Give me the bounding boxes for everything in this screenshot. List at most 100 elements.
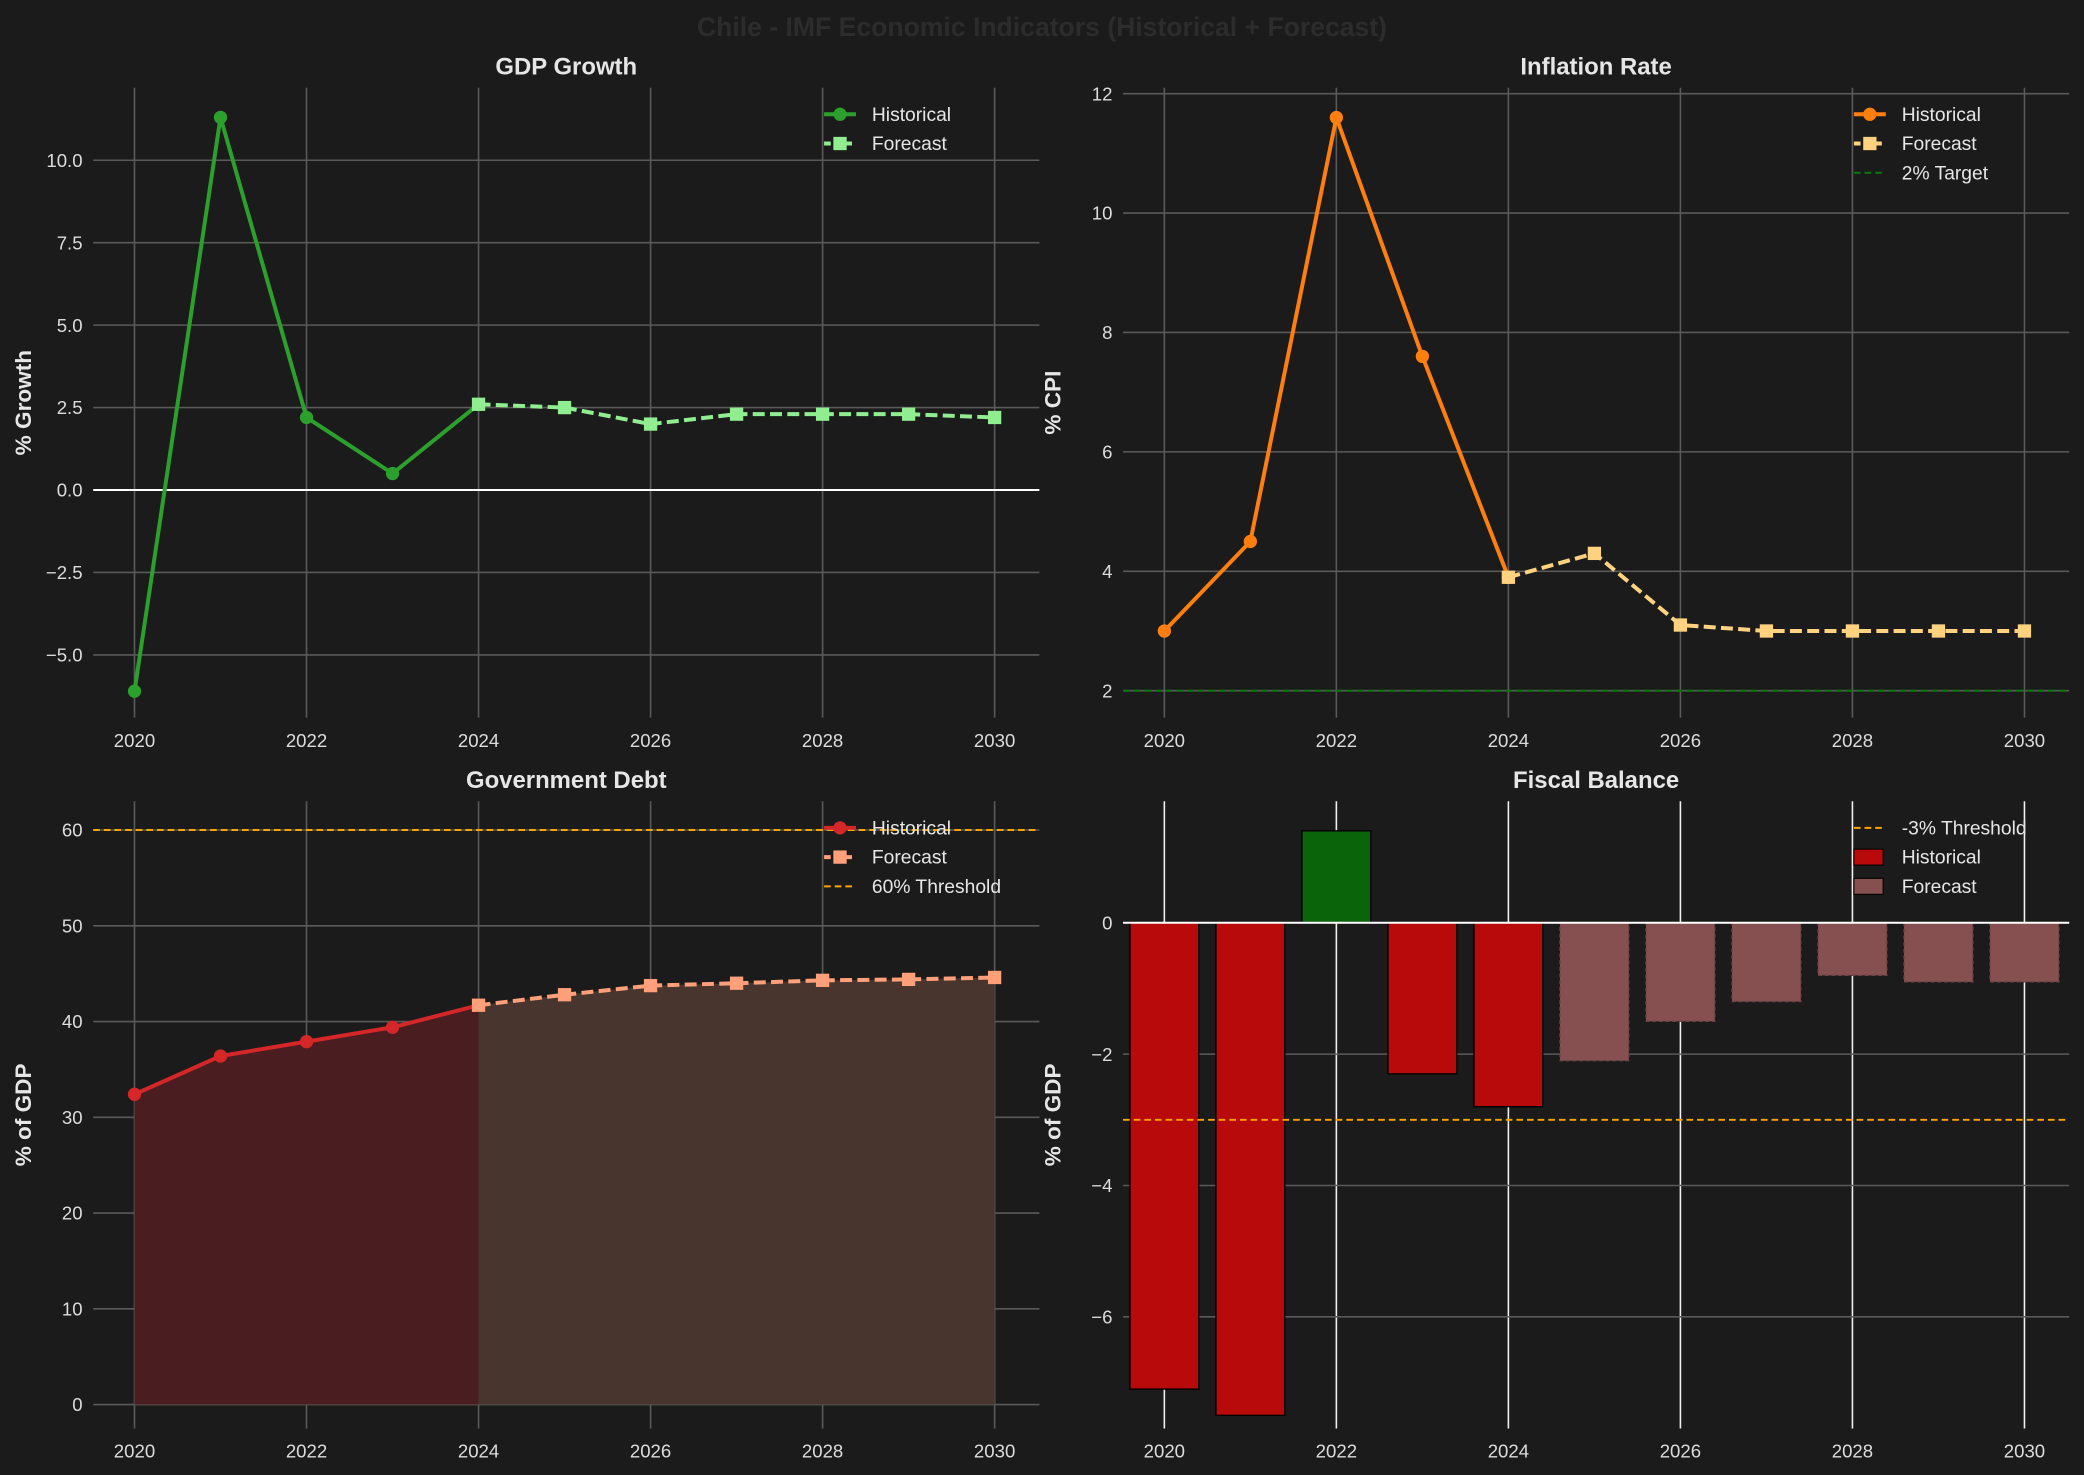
y-tick-label: 30 [62, 1107, 83, 1128]
legend-marker [833, 107, 847, 121]
legend-label: Historical [872, 819, 951, 840]
y-tick-label: 6 [1102, 442, 1112, 463]
data-point [1415, 349, 1430, 364]
bar [1215, 922, 1286, 1417]
x-tick-label: 2030 [2004, 1441, 2045, 1462]
data-point [2017, 624, 2032, 638]
y-tick-label: −2.5 [46, 562, 83, 583]
data-point [471, 998, 486, 1012]
legend-label: Forecast [1902, 134, 1978, 155]
data-point [385, 466, 400, 481]
legend-label: Historical [1902, 105, 1981, 126]
debt-ylabel: % of GDP [11, 1063, 36, 1166]
data-point [901, 972, 916, 987]
y-tick-label: 50 [62, 915, 83, 936]
area-fill [134, 1005, 479, 1405]
y-tick-label: 60 [62, 820, 83, 841]
x-tick-label: 2022 [286, 1441, 327, 1462]
bar [1559, 922, 1630, 1062]
x-tick-label: 2030 [2004, 730, 2045, 751]
data-point [815, 973, 830, 987]
data-point [1931, 624, 1946, 638]
legend-marker [1863, 136, 1877, 151]
area-fill [478, 977, 995, 1405]
data-point [987, 970, 1002, 985]
figure-title: Chile - IMF Economic Indicators (Histori… [697, 12, 1387, 42]
x-tick-label: 2026 [630, 1441, 671, 1462]
x-tick-label: 2020 [1144, 730, 1185, 751]
fiscal-title: Fiscal Balance [1513, 767, 1679, 794]
bar [1645, 922, 1716, 1022]
data-point [643, 417, 658, 431]
x-tick-label: 2028 [802, 1441, 843, 1462]
data-point [299, 410, 314, 425]
x-tick-label: 2026 [630, 730, 671, 751]
legend-label: Forecast [872, 848, 948, 869]
y-tick-label: 40 [62, 1011, 83, 1032]
y-tick-label: 0.0 [57, 480, 83, 501]
legend: Historical Forecast 60% Threshold [824, 819, 1001, 898]
y-tick-label: −2 [1091, 1044, 1112, 1065]
data-point [1329, 110, 1344, 125]
data-point [1501, 570, 1516, 584]
gdp-ylabel: % Growth [11, 350, 36, 455]
data-point [1587, 546, 1602, 561]
data-point [729, 976, 744, 990]
bar [1731, 922, 1802, 1003]
x-tick-label: 2028 [1832, 1441, 1873, 1462]
bar [1301, 830, 1372, 924]
series-line [1507, 551, 2025, 633]
legend-label: 60% Threshold [872, 877, 1001, 898]
data-point [901, 407, 916, 421]
y-tick-label: −6 [1091, 1306, 1112, 1327]
data-point [643, 978, 658, 993]
gdp-chart: GDP Growth % Growth 2020 2022 2024 2026 2028 20… [11, 53, 1040, 751]
legend-label: Forecast [1902, 877, 1978, 898]
inflation-title: Inflation Rate [1520, 53, 1671, 80]
x-tick-label: 2020 [114, 730, 155, 751]
x-tick-label: 2026 [1660, 1441, 1701, 1462]
x-tick-label: 2024 [458, 1441, 499, 1462]
bar [1817, 922, 1888, 976]
y-tick-label: −4 [1091, 1175, 1112, 1196]
data-point [471, 397, 486, 411]
legend-label: Forecast [872, 134, 948, 155]
y-tick-label: 5.0 [57, 315, 83, 336]
x-tick-label: 2024 [458, 730, 499, 751]
fiscal-chart: Fiscal Balance % of GDP 2020 2022 2024 2026 20… [1041, 767, 2070, 1462]
x-tick-label: 2024 [1488, 730, 1529, 751]
y-tick-label: 4 [1102, 561, 1112, 582]
y-tick-label: 2.5 [57, 397, 83, 418]
x-tick-label: 2028 [1832, 730, 1873, 751]
legend-label: -3% Threshold [1902, 819, 2027, 840]
x-tick-label: 2030 [974, 1441, 1015, 1462]
legend-label: Historical [872, 105, 951, 126]
legend-marker [833, 850, 847, 864]
y-tick-label: −5.0 [46, 645, 83, 666]
legend-label: 2% Target [1902, 163, 1989, 184]
legend-swatch [1853, 877, 1884, 895]
y-tick-label: 10.0 [46, 150, 82, 171]
y-tick-label: 2 [1102, 680, 1112, 701]
data-point [299, 1034, 314, 1049]
x-tick-label: 2026 [1660, 730, 1701, 751]
legend-swatch [1853, 848, 1884, 866]
x-tick-label: 2022 [1316, 1441, 1357, 1462]
bar [1903, 922, 1974, 983]
gdp-title: GDP Growth [495, 53, 637, 80]
y-tick-label: 7.5 [57, 232, 83, 253]
legend-marker [833, 821, 847, 835]
data-point [213, 110, 228, 125]
y-tick-label: 20 [62, 1203, 83, 1224]
bar [1473, 922, 1544, 1108]
data-point [557, 400, 572, 415]
legend-marker [1863, 107, 1877, 121]
legend: -3% Threshold Historical Forecast [1853, 819, 2027, 898]
y-tick-label: 0 [1102, 912, 1112, 933]
legend-marker [833, 136, 847, 151]
debt-chart: Government Debt % of GDP 2020 2022 2024 2026 2… [11, 767, 1040, 1462]
y-tick-label: 10 [62, 1298, 83, 1319]
x-tick-label: 2024 [1488, 1441, 1529, 1462]
data-point [1845, 624, 1860, 638]
